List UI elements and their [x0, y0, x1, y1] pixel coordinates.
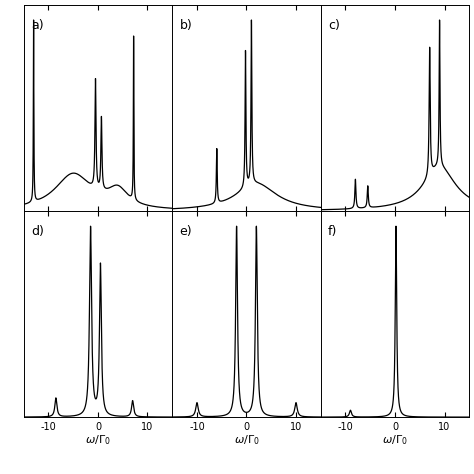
- X-axis label: $\omega/\Gamma_0$: $\omega/\Gamma_0$: [382, 433, 408, 447]
- Text: c): c): [328, 19, 340, 32]
- Text: f): f): [328, 225, 337, 238]
- Text: d): d): [31, 225, 44, 238]
- Text: b): b): [180, 19, 192, 32]
- Text: e): e): [180, 225, 192, 238]
- X-axis label: $\omega/\Gamma_0$: $\omega/\Gamma_0$: [234, 433, 259, 447]
- X-axis label: $\omega/\Gamma_0$: $\omega/\Gamma_0$: [85, 433, 111, 447]
- Text: a): a): [31, 19, 44, 32]
